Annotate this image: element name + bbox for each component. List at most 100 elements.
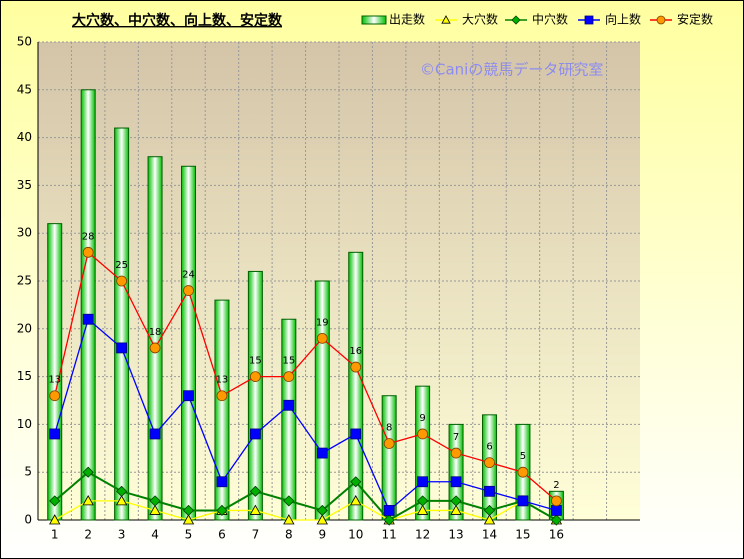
point — [517, 466, 529, 478]
x-tick-label: 15 — [515, 528, 530, 542]
data-label: 28 — [82, 231, 95, 242]
x-tick-label: 2 — [84, 528, 92, 542]
data-label: 6 — [486, 442, 492, 453]
point — [283, 495, 295, 507]
data-label: 13 — [216, 375, 229, 386]
data-label: 2 — [553, 480, 559, 491]
data-label: 24 — [182, 270, 195, 281]
point — [82, 313, 94, 325]
x-tick-label: 7 — [252, 528, 260, 542]
point — [216, 476, 228, 488]
point — [316, 447, 328, 459]
x-tick-label: 6 — [218, 528, 226, 542]
point — [49, 495, 61, 507]
data-label: 8 — [386, 423, 392, 434]
point — [216, 504, 228, 517]
data-label: 13 — [48, 375, 61, 386]
bar — [247, 270, 263, 521]
point — [383, 505, 395, 516]
point — [283, 371, 295, 383]
x-tick-label: 3 — [118, 528, 126, 542]
legend-label: 中穴数 — [532, 12, 568, 27]
point — [417, 428, 429, 440]
x-tick-label: 9 — [318, 528, 326, 542]
legend-marker — [584, 15, 594, 25]
y-tick-label: 35 — [17, 178, 32, 192]
series-line — [54, 251, 557, 502]
chart-title: 大穴数、中穴数、向上数、安定数 — [72, 12, 283, 29]
x-tick-label: 14 — [482, 528, 497, 542]
y-tick-label: 10 — [17, 417, 32, 431]
legend-label: 向上数 — [605, 12, 641, 27]
point — [49, 514, 61, 525]
point — [149, 504, 161, 515]
point — [350, 495, 362, 506]
legend-label: 安定数 — [677, 12, 713, 27]
legend-swatch — [361, 15, 387, 25]
bar — [381, 395, 397, 521]
bar — [348, 251, 364, 521]
x-tick-label: 13 — [448, 528, 463, 542]
point — [183, 390, 194, 402]
point — [483, 504, 496, 517]
data-label: 9 — [419, 413, 425, 424]
bar — [114, 127, 130, 521]
point — [417, 495, 429, 507]
point — [116, 485, 128, 497]
point — [383, 514, 395, 526]
y-tick-label: 25 — [17, 274, 32, 288]
bar — [47, 223, 63, 521]
point — [450, 495, 462, 507]
y-tick-label: 30 — [17, 226, 32, 240]
data-label: 7 — [453, 432, 459, 443]
point — [350, 428, 362, 440]
y-tick-label: 45 — [17, 82, 32, 96]
point — [417, 476, 429, 488]
point — [49, 428, 61, 440]
x-tick-label: 11 — [382, 528, 397, 542]
point — [49, 390, 61, 402]
point — [483, 514, 496, 525]
point — [149, 342, 161, 354]
point — [82, 466, 94, 478]
point — [283, 399, 295, 411]
data-label: 25 — [115, 260, 128, 271]
point — [82, 495, 94, 506]
bar — [80, 89, 96, 521]
bar — [281, 318, 297, 521]
series-line — [54, 470, 557, 522]
series-line — [54, 500, 557, 521]
point — [249, 504, 262, 515]
point — [249, 485, 261, 497]
y-tick-label: 40 — [17, 130, 32, 144]
x-tick-label: 16 — [549, 528, 564, 542]
data-label: 5 — [520, 451, 526, 462]
legend-marker — [511, 15, 521, 25]
point — [116, 275, 128, 287]
point — [550, 505, 562, 516]
point — [216, 390, 228, 402]
point — [450, 504, 462, 515]
point — [182, 504, 195, 517]
point — [316, 514, 328, 525]
x-tick-label: 5 — [185, 528, 193, 542]
point — [116, 342, 128, 354]
y-tick-label: 50 — [17, 35, 32, 49]
point — [249, 428, 261, 440]
data-label: 16 — [349, 346, 362, 357]
point — [149, 495, 161, 507]
point — [550, 514, 562, 526]
point — [115, 495, 128, 506]
point — [316, 332, 328, 344]
legend-marker — [656, 15, 666, 25]
point — [517, 495, 529, 507]
bar — [448, 423, 464, 521]
bar — [214, 299, 230, 521]
data-label: 18 — [149, 327, 162, 338]
y-tick-label: 20 — [17, 321, 32, 335]
point — [484, 485, 495, 497]
data-label: 19 — [316, 317, 329, 328]
point — [82, 246, 94, 258]
point — [149, 428, 161, 440]
y-tick-label: 15 — [17, 369, 32, 383]
